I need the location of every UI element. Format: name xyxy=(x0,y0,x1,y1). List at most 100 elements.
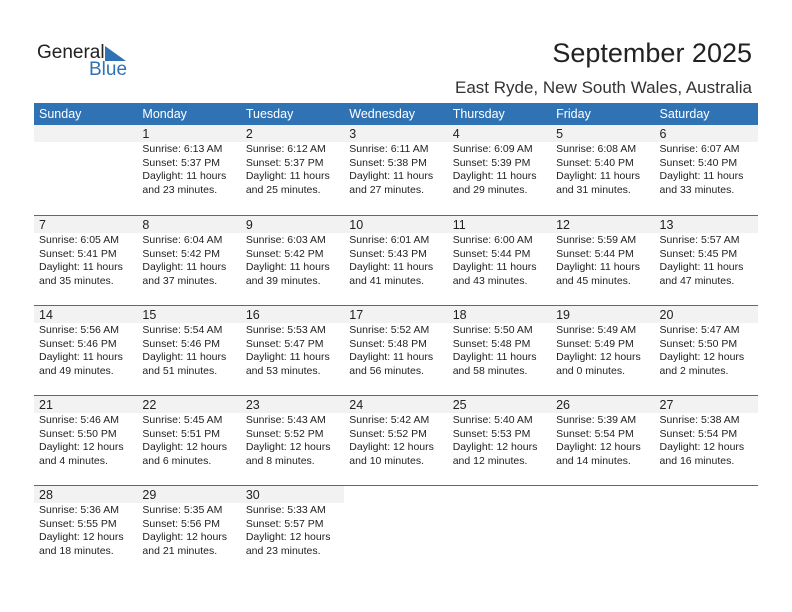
daylight: Daylight: 11 hours xyxy=(245,351,330,363)
day-number: 13 xyxy=(654,216,758,233)
sunset: Sunset: 5:38 PM xyxy=(349,156,427,169)
day-number: 11 xyxy=(447,216,552,233)
sunrise: Sunrise: 6:05 AM xyxy=(39,234,119,246)
daylight-minutes: and 51 minutes. xyxy=(142,364,218,377)
day-cell: 2 Sunrise: 6:12 AM Sunset: 5:37 PM Daylight… xyxy=(240,125,345,215)
sunrise: Sunrise: 5:54 AM xyxy=(142,324,223,336)
day-number: 3 xyxy=(344,125,448,142)
daylight-minutes: and 31 minutes. xyxy=(556,183,631,196)
day-info: Sunrise: 5:46 AM Sunset: 5:50 PM Daylight:… xyxy=(34,413,137,468)
daylight-minutes: and 8 minutes. xyxy=(245,454,315,467)
daylight: Daylight: 11 hours xyxy=(349,261,434,273)
logo-triangle-icon xyxy=(105,46,126,61)
sunset: Sunset: 5:55 PM xyxy=(39,517,117,530)
daylight: Daylight: 11 hours xyxy=(659,170,744,182)
day-cell: 15 Sunrise: 5:54 AM Sunset: 5:46 PM Dayligh… xyxy=(137,306,241,396)
day-number: 29 xyxy=(137,486,241,503)
daylight: Daylight: 12 hours xyxy=(39,531,124,543)
day-number: 23 xyxy=(240,396,345,413)
empty-cell xyxy=(655,486,758,576)
day-cell: 26 Sunrise: 5:39 AM Sunset: 5:54 PM Dayligh… xyxy=(551,396,655,486)
week-row: 28 Sunrise: 5:36 AM Sunset: 5:55 PM Dayligh… xyxy=(34,485,758,576)
day-number: 25 xyxy=(447,396,552,413)
daylight-minutes: and 27 minutes. xyxy=(349,183,424,196)
week-row: 21 Sunrise: 5:46 AM Sunset: 5:50 PM Dayligh… xyxy=(34,395,758,486)
sunrise: Sunrise: 5:56 AM xyxy=(39,324,119,336)
day-info: Sunrise: 5:53 AM Sunset: 5:47 PM Daylight:… xyxy=(241,323,344,378)
daylight: Daylight: 11 hours xyxy=(245,261,330,273)
day-info: Sunrise: 6:04 AM Sunset: 5:42 PM Daylight:… xyxy=(137,233,240,288)
day-number: 19 xyxy=(551,306,655,323)
weekday-tuesday: Tuesday xyxy=(245,107,294,121)
day-info: Sunrise: 5:42 AM Sunset: 5:52 PM Daylight:… xyxy=(344,413,447,468)
day-cell: 30 Sunrise: 5:33 AM Sunset: 5:57 PM Dayligh… xyxy=(240,486,345,576)
day-cell: 5 Sunrise: 6:08 AM Sunset: 5:40 PM Daylight… xyxy=(551,125,655,215)
day-number: 26 xyxy=(551,396,655,413)
page-title: September 2025 xyxy=(552,38,752,68)
sunrise: Sunrise: 5:50 AM xyxy=(452,324,533,336)
daylight-minutes: and 56 minutes. xyxy=(349,364,424,377)
day-cell: 3 Sunrise: 6:11 AM Sunset: 5:38 PM Daylight… xyxy=(344,125,448,215)
daylight: Daylight: 12 hours xyxy=(659,351,745,363)
sunset: Sunset: 5:57 PM xyxy=(245,517,324,530)
sunrise: Sunrise: 5:40 AM xyxy=(452,414,533,426)
sunrise: Sunrise: 5:39 AM xyxy=(556,414,637,426)
sunset: Sunset: 5:42 PM xyxy=(142,247,221,260)
day-band xyxy=(34,125,138,142)
sunset: Sunset: 5:53 PM xyxy=(452,427,531,440)
daylight-minutes: and 21 minutes. xyxy=(142,544,218,557)
daylight-minutes: and 33 minutes. xyxy=(659,183,735,196)
day-number: 22 xyxy=(137,396,241,413)
sunset: Sunset: 5:42 PM xyxy=(245,247,324,260)
day-number: 8 xyxy=(137,216,241,233)
daylight: Daylight: 12 hours xyxy=(142,441,228,453)
day-cell: 23 Sunrise: 5:43 AM Sunset: 5:52 PM Dayligh… xyxy=(240,396,345,486)
day-number: 4 xyxy=(447,125,552,142)
day-number: 18 xyxy=(447,306,552,323)
sunset: Sunset: 5:51 PM xyxy=(142,427,221,440)
daylight-minutes: and 41 minutes. xyxy=(349,274,424,287)
weekday-header: Sunday Monday Tuesday Wednesday Thursday Frid… xyxy=(34,103,758,125)
weekday-thursday: Thursday xyxy=(452,107,505,121)
daylight: Daylight: 11 hours xyxy=(245,170,330,182)
day-info: Sunrise: 5:38 AM Sunset: 5:54 PM Daylight:… xyxy=(655,413,758,468)
sunrise: Sunrise: 5:59 AM xyxy=(556,234,637,246)
day-info: Sunrise: 5:33 AM Sunset: 5:57 PM Daylight:… xyxy=(241,503,344,558)
day-number: 6 xyxy=(654,125,758,142)
daylight: Daylight: 12 hours xyxy=(452,441,538,453)
day-cell: 9 Sunrise: 6:03 AM Sunset: 5:42 PM Daylight… xyxy=(240,216,345,306)
daylight-minutes: and 23 minutes. xyxy=(142,183,218,196)
daylight-minutes: and 23 minutes. xyxy=(245,544,321,557)
day-cell: 8 Sunrise: 6:04 AM Sunset: 5:42 PM Daylight… xyxy=(137,216,241,306)
daylight: Daylight: 11 hours xyxy=(452,170,537,182)
day-cell: 28 Sunrise: 5:36 AM Sunset: 5:55 PM Dayligh… xyxy=(34,486,138,576)
daylight-minutes: and 53 minutes. xyxy=(245,364,321,377)
day-cell: 16 Sunrise: 5:53 AM Sunset: 5:47 PM Dayligh… xyxy=(240,306,345,396)
logo-text-blue: Blue xyxy=(89,59,128,80)
sunset: Sunset: 5:48 PM xyxy=(349,337,427,350)
day-cell: 13 Sunrise: 5:57 AM Sunset: 5:45 PM Dayligh… xyxy=(654,216,758,306)
day-info: Sunrise: 6:03 AM Sunset: 5:42 PM Daylight:… xyxy=(241,233,344,288)
daylight-minutes: and 35 minutes. xyxy=(39,274,114,287)
day-cell: 11 Sunrise: 6:00 AM Sunset: 5:44 PM Dayligh… xyxy=(447,216,552,306)
day-info: Sunrise: 6:01 AM Sunset: 5:43 PM Daylight:… xyxy=(344,233,447,288)
daylight-minutes: and 18 minutes. xyxy=(39,544,114,557)
day-info: Sunrise: 5:59 AM Sunset: 5:44 PM Daylight:… xyxy=(551,233,654,288)
sunset: Sunset: 5:49 PM xyxy=(556,337,634,350)
daylight-minutes: and 4 minutes. xyxy=(39,454,108,467)
sunset: Sunset: 5:40 PM xyxy=(659,156,738,169)
daylight: Daylight: 11 hours xyxy=(452,351,537,363)
day-cell: 19 Sunrise: 5:49 AM Sunset: 5:49 PM Dayligh… xyxy=(551,306,655,396)
day-number: 5 xyxy=(551,125,655,142)
sunrise: Sunrise: 5:33 AM xyxy=(245,504,326,516)
sunset: Sunset: 5:52 PM xyxy=(245,427,324,440)
day-cell: 22 Sunrise: 5:45 AM Sunset: 5:51 PM Dayligh… xyxy=(137,396,241,486)
daylight: Daylight: 11 hours xyxy=(349,351,434,363)
daylight: Daylight: 11 hours xyxy=(39,261,123,273)
weekday-saturday: Saturday xyxy=(659,107,710,121)
day-info: Sunrise: 5:50 AM Sunset: 5:48 PM Daylight:… xyxy=(448,323,551,378)
day-info: Sunrise: 6:08 AM Sunset: 5:40 PM Daylight:… xyxy=(551,142,654,197)
day-cell: 18 Sunrise: 5:50 AM Sunset: 5:48 PM Dayligh… xyxy=(447,306,552,396)
empty-cell xyxy=(551,486,654,576)
sunset: Sunset: 5:56 PM xyxy=(142,517,221,530)
